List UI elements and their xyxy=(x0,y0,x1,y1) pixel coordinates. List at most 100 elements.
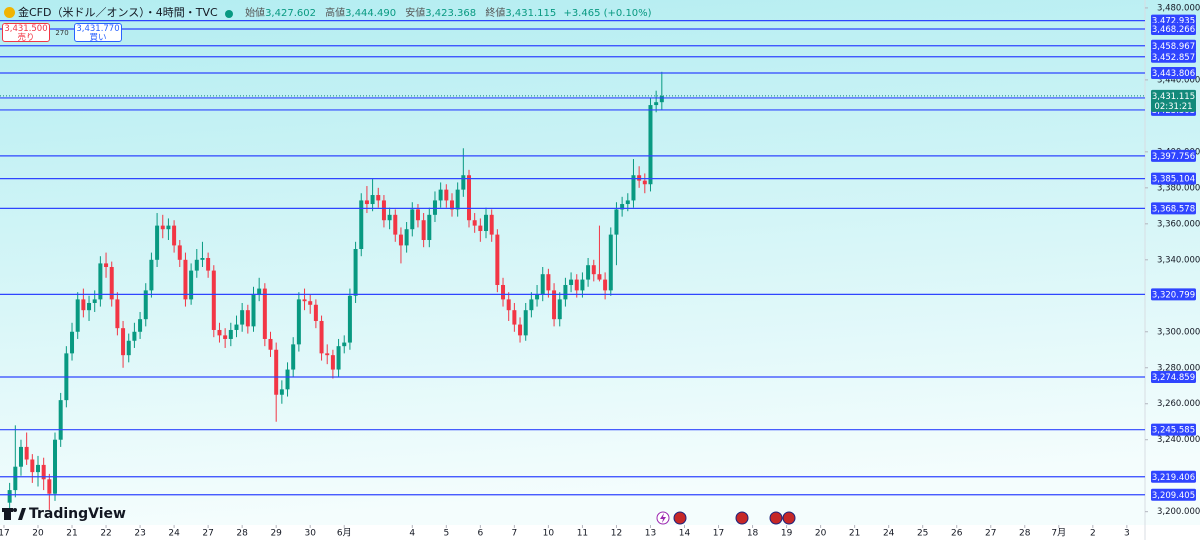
last-price-label: 3,431.115 xyxy=(1152,92,1195,102)
event-icons xyxy=(656,511,796,525)
level-label: 3,452.857 xyxy=(1152,53,1195,63)
candle-body xyxy=(631,175,636,201)
status-dot xyxy=(224,10,233,18)
ohlc-value: 3,423.368 xyxy=(425,8,477,19)
x-tick-label: 20 xyxy=(32,529,44,539)
symbol-title: 金CFD（米ドル／オンス）・4時間・TVC xyxy=(18,6,218,19)
level-label-box xyxy=(1151,23,1196,36)
ohlc-label: 終値 xyxy=(485,8,506,19)
candle-body xyxy=(200,258,205,260)
event-icon[interactable] xyxy=(782,511,796,525)
candle-body xyxy=(484,214,489,232)
plot xyxy=(0,20,1145,512)
candle-body xyxy=(126,340,131,356)
sell-button[interactable]: 3,431.500 売り xyxy=(2,23,50,43)
candle-body xyxy=(251,293,256,327)
candle-body xyxy=(489,214,494,235)
level-label: 3,397.756 xyxy=(1152,152,1195,162)
candle-body xyxy=(166,225,171,230)
candle-body xyxy=(591,265,596,275)
x-tick-label: 10 xyxy=(543,529,555,539)
x-tick-label: 19 xyxy=(781,529,793,539)
candle-body xyxy=(75,299,80,332)
buy-button[interactable]: 3,431.770 買い xyxy=(74,23,122,43)
buy-label: 買い xyxy=(89,33,107,43)
candle-body xyxy=(47,479,52,494)
candle-body xyxy=(370,195,375,205)
candle-body xyxy=(143,290,148,320)
level-label-box xyxy=(1151,67,1196,80)
x-tick-label: 17 xyxy=(0,529,10,539)
ohlc-value: 3,427.602 xyxy=(265,8,316,19)
candle-body xyxy=(415,209,420,221)
event-icon[interactable] xyxy=(673,511,687,525)
x-tick-label: 24 xyxy=(168,529,180,539)
event-icon[interactable] xyxy=(769,511,783,525)
candle-body xyxy=(262,288,267,339)
x-tick-label: 28 xyxy=(1019,529,1031,539)
x-tick-label: 20 xyxy=(815,529,827,539)
candle-body xyxy=(268,338,273,350)
candle-body xyxy=(410,209,415,230)
candle-body xyxy=(325,353,330,356)
candle-body xyxy=(211,270,216,330)
candle-body xyxy=(518,324,523,336)
sell-price: 3,431.500 xyxy=(4,24,48,34)
countdown: 02:31:21 xyxy=(1154,102,1192,112)
candle-body xyxy=(586,265,591,280)
candle-body xyxy=(398,234,403,246)
level-label: 3,274.859 xyxy=(1152,373,1195,383)
logo-mark xyxy=(13,508,17,512)
level-label-box xyxy=(1151,149,1196,162)
candle-body xyxy=(404,229,409,246)
x-tick-label: 11 xyxy=(577,529,588,539)
candle-body xyxy=(387,214,392,221)
candle-body xyxy=(637,175,642,181)
candle-body xyxy=(18,446,23,467)
level-label: 3,472.935 xyxy=(1152,17,1195,27)
level-label-box xyxy=(1151,488,1196,501)
candle-body xyxy=(132,331,137,341)
x-tick-label: 4 xyxy=(409,529,415,539)
x-tick-label: 24 xyxy=(883,529,895,539)
candle-body xyxy=(53,439,58,494)
level-label-box xyxy=(1151,202,1196,215)
candle-body xyxy=(138,319,143,332)
candle-body xyxy=(183,259,188,300)
candle-body xyxy=(552,290,557,320)
candle-body xyxy=(240,310,245,325)
candle-body xyxy=(302,299,307,302)
candle-body xyxy=(495,234,500,285)
y-tick-label: 3,280.000 xyxy=(1157,363,1200,373)
candle-body xyxy=(546,274,551,291)
x-tick-label: 14 xyxy=(679,529,691,539)
candle-body xyxy=(285,369,290,390)
y-tick-label: 3,200.000 xyxy=(1157,507,1200,517)
x-tick-label: 25 xyxy=(917,529,928,539)
x-tick-label: 13 xyxy=(645,529,656,539)
candle-body xyxy=(177,245,182,260)
change: +3.465 (+0.10%) xyxy=(563,8,652,19)
y-tick-label: 3,300.000 xyxy=(1157,327,1200,337)
candle-body xyxy=(603,279,608,291)
candle-body xyxy=(478,225,483,232)
ohlc-value: 3,431.115 xyxy=(505,8,557,19)
logo-mark xyxy=(2,508,13,512)
time-axis xyxy=(0,525,1200,540)
candle-body xyxy=(296,299,301,345)
candle-body xyxy=(92,299,97,303)
y-tick-label: 3,440.000 xyxy=(1157,75,1200,85)
level-label: 3,209.405 xyxy=(1152,491,1195,501)
candle-body xyxy=(506,299,511,311)
candle-body xyxy=(535,293,540,300)
candle-body xyxy=(149,259,154,291)
y-tick-label: 3,240.000 xyxy=(1157,435,1200,445)
candle-body xyxy=(30,459,35,473)
level-label-box xyxy=(1151,423,1196,436)
candle-body xyxy=(381,200,386,221)
y-tick-label: 3,340.000 xyxy=(1157,255,1200,265)
event-icon[interactable] xyxy=(735,511,749,525)
candle-body xyxy=(501,284,506,300)
candle-body xyxy=(421,220,426,241)
x-tick-label: 5 xyxy=(443,529,449,539)
